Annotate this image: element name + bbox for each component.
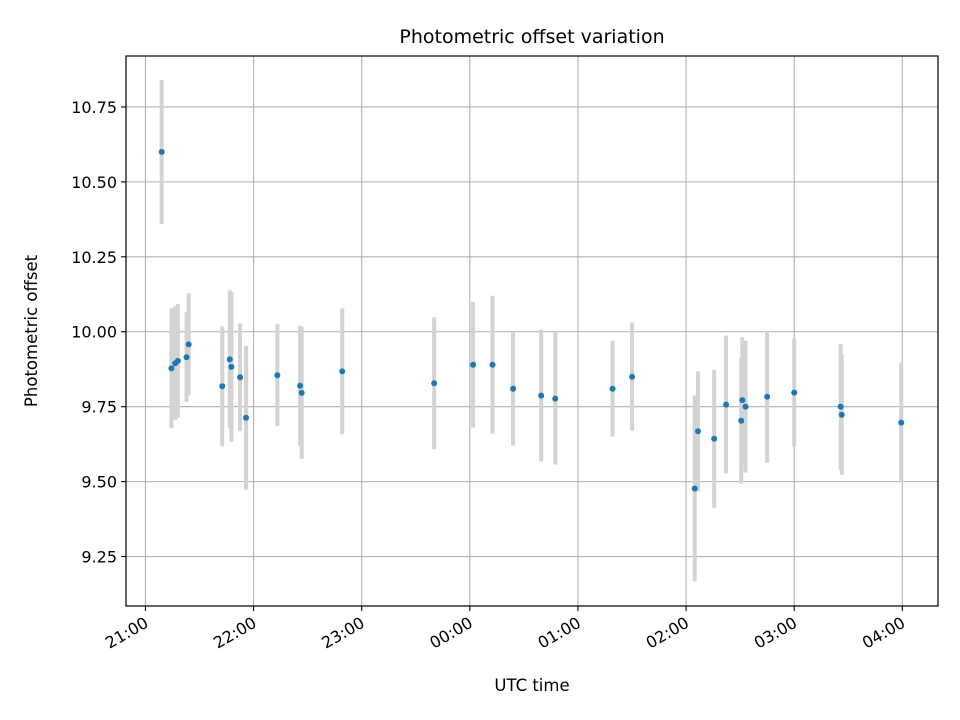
data-point bbox=[838, 411, 845, 418]
data-points bbox=[158, 148, 905, 492]
x-tick-label: 01:00 bbox=[535, 613, 584, 653]
y-tick-label: 9.50 bbox=[81, 473, 117, 492]
data-point bbox=[185, 341, 192, 348]
y-tick-label: 10.75 bbox=[71, 98, 117, 117]
data-point bbox=[691, 485, 698, 492]
axis-ticks: 21:00 22:00 23:00 00:00 01:00 02:00 03:00 04:00… bbox=[71, 98, 908, 653]
data-point bbox=[538, 392, 545, 399]
data-point bbox=[738, 417, 745, 424]
data-point bbox=[764, 393, 771, 400]
data-point bbox=[158, 148, 165, 155]
data-point bbox=[297, 382, 304, 389]
x-tick-label: 22:00 bbox=[210, 613, 259, 653]
y-tick-label: 10.50 bbox=[71, 173, 117, 192]
data-point bbox=[174, 357, 181, 364]
y-tick-label: 9.75 bbox=[81, 398, 117, 417]
data-point bbox=[837, 403, 844, 410]
data-point bbox=[711, 435, 718, 442]
data-point bbox=[219, 383, 226, 390]
y-tick-label: 10.00 bbox=[71, 323, 117, 342]
x-tick-label: 21:00 bbox=[102, 613, 151, 653]
x-tick-label: 03:00 bbox=[751, 613, 800, 653]
data-point bbox=[898, 419, 905, 426]
data-point bbox=[339, 368, 346, 375]
x-tick-label: 00:00 bbox=[426, 613, 475, 653]
data-point bbox=[237, 374, 244, 381]
data-point bbox=[168, 365, 175, 372]
data-point bbox=[489, 361, 496, 368]
data-point bbox=[226, 356, 233, 363]
data-point bbox=[274, 372, 281, 379]
data-point bbox=[791, 389, 798, 396]
y-axis-label: Photometric offset bbox=[22, 254, 41, 407]
errorbars bbox=[159, 79, 904, 582]
data-point bbox=[742, 403, 749, 410]
data-point bbox=[694, 428, 701, 435]
data-point bbox=[609, 385, 616, 392]
x-tick-label: 04:00 bbox=[859, 613, 908, 653]
chart-title: Photometric offset variation bbox=[399, 26, 664, 48]
data-point bbox=[510, 385, 517, 392]
y-tick-label: 9.25 bbox=[81, 548, 117, 567]
y-tick-label: 10.25 bbox=[71, 248, 117, 267]
data-point bbox=[629, 373, 636, 380]
x-tick-label: 02:00 bbox=[643, 613, 692, 653]
x-tick-label: 23:00 bbox=[318, 613, 367, 653]
grid bbox=[126, 56, 938, 606]
data-point bbox=[552, 395, 559, 402]
data-point bbox=[243, 414, 250, 421]
plot-area bbox=[125, 55, 939, 607]
data-point bbox=[228, 363, 235, 370]
data-point bbox=[183, 354, 190, 361]
data-point bbox=[298, 389, 305, 396]
data-point bbox=[431, 380, 438, 387]
data-point bbox=[723, 401, 730, 408]
x-axis-label: UTC time bbox=[494, 676, 569, 695]
data-point bbox=[739, 397, 746, 404]
data-point bbox=[470, 361, 477, 368]
